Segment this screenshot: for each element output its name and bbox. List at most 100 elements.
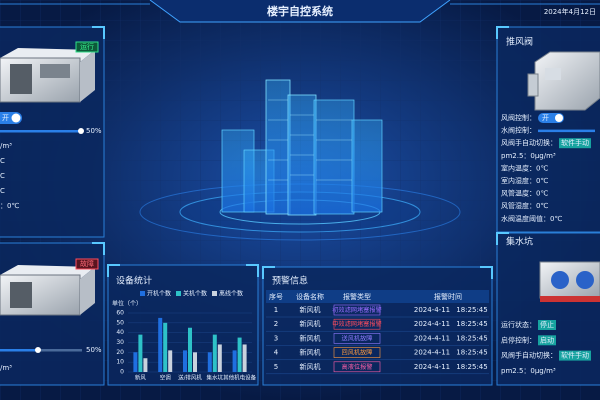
button[interactable]	[538, 320, 556, 330]
item-label: 风阀控制：	[501, 113, 536, 122]
table-cell: 新风机	[300, 348, 321, 357]
legend-label: 离线个数	[219, 290, 243, 298]
unit-label: 单位（个）	[112, 300, 142, 308]
table-cell: 18:25:45	[456, 306, 487, 314]
y-tick-label: 40	[116, 329, 124, 336]
bar	[183, 350, 187, 372]
item-label: 室内湿度：0℃	[501, 176, 548, 185]
item-label: 水阀控制：	[501, 126, 536, 135]
table-cell: 5	[274, 363, 278, 371]
info-line: C	[0, 157, 5, 165]
table-cell: 2024-4-11	[414, 349, 450, 357]
x-tick-label: 新风	[135, 374, 147, 382]
slider[interactable]	[0, 130, 82, 133]
info-line: ：0℃	[0, 202, 19, 210]
button-label: 停止	[540, 320, 554, 329]
table-cell: 2024-4-11	[414, 306, 450, 314]
item-label: 风管湿度：0℃	[501, 201, 548, 210]
bar	[188, 327, 192, 372]
switch-knob	[555, 114, 563, 122]
item-label: 风阀手自动切换：	[501, 351, 557, 360]
switch-label: 开	[542, 114, 549, 122]
item-label: 风阀手自动切换：	[501, 138, 557, 147]
item-label: pm2.5：0μg/m³	[501, 367, 556, 375]
table-cell: 18:25:45	[456, 320, 487, 328]
button[interactable]	[559, 138, 591, 149]
switch-label: 开	[2, 114, 9, 122]
item-label: 风管温度：0℃	[501, 189, 548, 198]
device-image	[0, 265, 95, 316]
date: 2024年4月12日	[544, 7, 596, 16]
device-image	[539, 261, 600, 302]
table-cell: 新风机	[300, 319, 321, 328]
alarm-type: 初效滤网堵塞报警	[332, 306, 382, 314]
bar	[163, 322, 168, 372]
slider-track	[38, 349, 82, 352]
alarm-type: 回风机故障	[342, 349, 373, 357]
status-badge	[75, 41, 99, 53]
header-frame	[149, 0, 451, 23]
status-badge	[75, 258, 99, 270]
column-header: 报警时间	[434, 292, 462, 301]
x-tick-label: 送/排风机	[178, 374, 202, 382]
bar	[237, 337, 242, 372]
bar	[212, 334, 217, 372]
alarm-type-badge	[333, 333, 381, 344]
y-tick-label: 60	[116, 310, 124, 317]
info-line: C	[0, 172, 5, 180]
slider[interactable]	[0, 349, 38, 352]
table-cell: 2024-4-11	[414, 334, 450, 342]
table-cell: 1	[274, 306, 278, 314]
bar	[138, 334, 143, 372]
panel-corner	[107, 264, 259, 277]
button[interactable]	[559, 350, 591, 361]
alarm-title: 预警信息	[272, 275, 308, 287]
alarm-type-badge	[333, 361, 381, 373]
item-label: 运行状态：	[501, 320, 536, 329]
alarm-type: 中效滤网堵塞报警	[332, 320, 382, 328]
bar	[193, 352, 197, 372]
panel-corner	[496, 232, 509, 245]
alarm-type: 高液位报警	[342, 363, 373, 371]
table-cell: 2024-4-11	[414, 363, 450, 371]
y-tick-label: 10	[116, 359, 124, 366]
alarm-panel	[262, 266, 493, 386]
slider-value: 50%	[86, 127, 102, 135]
y-tick-label: 0	[120, 369, 124, 376]
slider[interactable]	[538, 129, 595, 133]
table-cell: 4	[274, 349, 279, 357]
x-tick-label: 其他机电设备	[223, 374, 257, 382]
page-title: 楼宇自控系统	[267, 4, 333, 18]
y-tick-label: 20	[116, 349, 124, 356]
table-cell: 新风机	[300, 305, 321, 314]
table-cell: 新风机	[300, 362, 321, 371]
table-cell: 18:25:45	[456, 334, 487, 342]
slider-knob	[78, 128, 84, 134]
legend-swatch	[176, 291, 181, 296]
bar	[143, 358, 148, 372]
legend-swatch	[140, 291, 145, 296]
table-cell: 3	[274, 334, 278, 342]
info-line: /m³	[0, 364, 12, 372]
bar	[168, 350, 173, 372]
bar	[158, 317, 163, 372]
table-cell: 18:25:45	[456, 349, 487, 357]
alarm-type: 送风机故障	[342, 334, 373, 342]
bar	[217, 344, 222, 372]
item-label: 室内温度：0℃	[501, 163, 548, 172]
item-label: pm2.5：0μg/m³	[501, 152, 556, 160]
panel-title: 集水坑	[506, 236, 533, 248]
y-tick-label: 50	[116, 319, 124, 326]
column-header: 序号	[269, 292, 283, 301]
slider-value: 50%	[86, 346, 102, 354]
alarm-type-badge	[333, 318, 381, 330]
table-cell: 2024-4-11	[414, 320, 450, 328]
button[interactable]	[538, 335, 556, 346]
alarm-type-badge	[333, 347, 381, 358]
item-label: 水阀温度阈值：0℃	[501, 214, 562, 223]
device-image	[527, 51, 600, 111]
x-tick-label: 集水坑	[207, 374, 224, 382]
table-cell: 新风机	[300, 333, 321, 342]
slider-knob	[35, 347, 41, 353]
